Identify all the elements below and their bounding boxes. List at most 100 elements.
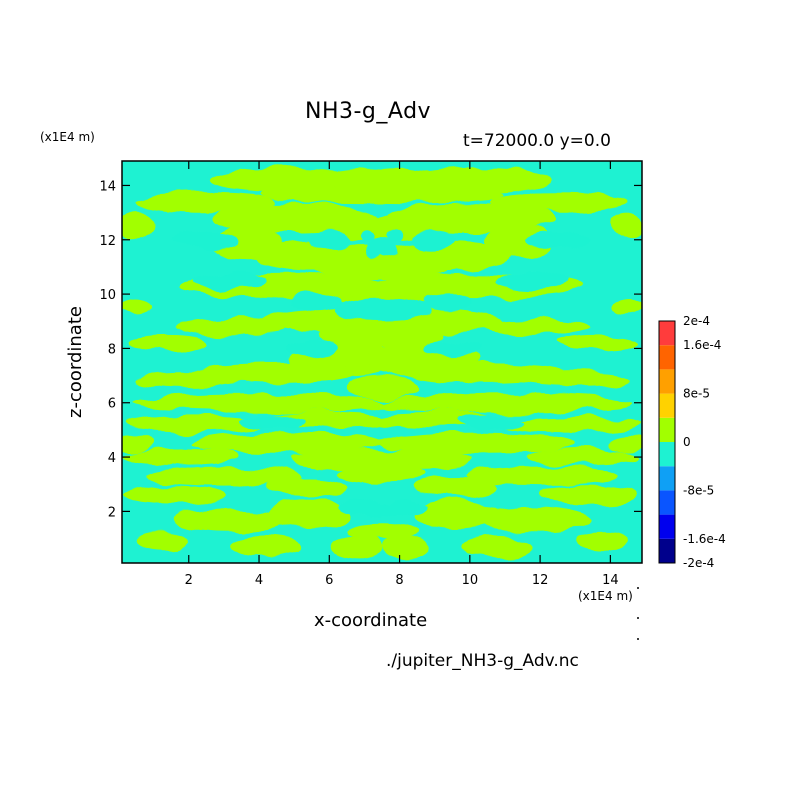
x-tick-label: 4 xyxy=(255,573,263,588)
positive-region xyxy=(526,448,639,466)
positive-region xyxy=(329,216,442,242)
positive-region xyxy=(462,535,534,558)
positive-region xyxy=(578,531,628,551)
source-filename: ./jupiter_NH3-g_Adv.nc xyxy=(386,651,579,671)
negative-region xyxy=(283,340,340,357)
positive-region xyxy=(266,477,351,497)
positive-region xyxy=(122,435,154,452)
positive-region xyxy=(230,535,302,558)
positive-region xyxy=(318,322,446,348)
x-tick-label: 6 xyxy=(325,573,333,588)
colorbar-band xyxy=(659,369,675,394)
positive-region xyxy=(413,477,498,497)
positive-region xyxy=(125,485,224,505)
colorbar-band xyxy=(659,393,675,418)
chart-title: NH3-g_Adv xyxy=(305,99,432,124)
y-tick-label: 8 xyxy=(108,342,116,357)
colorbar-band xyxy=(659,417,675,442)
y-tick-label: 14 xyxy=(99,179,116,194)
y-axis-label: z-coordinate xyxy=(65,306,86,418)
chart-subtitle: t=72000.0 y=0.0 xyxy=(463,131,611,151)
positive-region xyxy=(122,299,154,316)
negative-region xyxy=(290,292,340,312)
y-axis-ticks: 2 4 6 8 10 12 14 xyxy=(99,179,642,520)
y-tick-label: 10 xyxy=(99,288,116,303)
positive-region xyxy=(132,370,245,387)
colorbar-band xyxy=(659,490,675,515)
positive-region xyxy=(519,370,632,387)
positive-region xyxy=(332,534,382,559)
negative-region xyxy=(241,414,305,429)
negative-region xyxy=(195,272,267,289)
colorbar-band xyxy=(659,514,675,539)
negative-region xyxy=(174,231,238,248)
colorbar-tick-label: -8e-5 xyxy=(683,483,714,497)
positive-region xyxy=(610,212,642,240)
negative-region xyxy=(360,503,404,515)
y-tick-label: 4 xyxy=(108,451,116,466)
positive-region xyxy=(188,432,386,455)
negative-region xyxy=(424,292,474,312)
negative-region xyxy=(424,340,481,357)
positive-region xyxy=(346,374,418,399)
y-tick-label: 6 xyxy=(108,397,116,412)
positive-region xyxy=(557,334,635,352)
plot-frame xyxy=(121,160,643,564)
x-axis-ticks: 2 4 6 8 10 12 14 xyxy=(185,161,619,588)
positive-region xyxy=(125,448,238,466)
positive-region xyxy=(497,416,639,433)
positive-region xyxy=(146,466,302,486)
positive-region xyxy=(294,184,505,204)
z-unit-label: (x1E4 m) xyxy=(40,130,95,144)
x-tick-label: 12 xyxy=(532,573,549,588)
colorbar-band xyxy=(659,321,675,346)
positive-region xyxy=(129,334,207,352)
positive-region xyxy=(311,254,453,280)
positive-region xyxy=(610,435,642,452)
contour-field xyxy=(122,161,642,563)
negative-region xyxy=(359,230,377,244)
colorbar-band xyxy=(659,538,675,563)
colorbar-tick-label: 2e-4 xyxy=(683,314,710,328)
positive-region xyxy=(413,499,498,530)
positive-region xyxy=(125,416,267,433)
colorbar-tick-label: -2e-4 xyxy=(683,556,714,570)
y-tick-label: 2 xyxy=(108,505,116,520)
negative-region xyxy=(526,231,590,248)
positive-region xyxy=(346,522,418,539)
colorbar-tick-label: -1.6e-4 xyxy=(683,532,726,546)
positive-region xyxy=(174,507,288,532)
x-tick-label: 10 xyxy=(462,573,479,588)
positive-region xyxy=(339,463,425,483)
positive-region xyxy=(322,167,407,187)
corner-dots xyxy=(637,587,639,640)
positive-region xyxy=(610,299,642,316)
negative-region xyxy=(413,230,456,250)
positive-region xyxy=(378,393,632,413)
colorbar-band xyxy=(659,466,675,491)
negative-region xyxy=(308,230,351,250)
colorbar-band xyxy=(659,442,675,467)
positive-region xyxy=(462,466,618,486)
colorbar-frame xyxy=(658,320,676,564)
colorbar-band xyxy=(659,345,675,370)
positive-region xyxy=(378,432,576,455)
negative-region xyxy=(497,272,569,289)
colorbar: 2e-4 1.6e-4 8e-5 0 -8e-5 -1.6e-4 -2e-4 xyxy=(658,314,726,570)
positive-region xyxy=(382,534,432,559)
colorbar-tick-label: 8e-5 xyxy=(683,387,710,401)
positive-region xyxy=(136,531,186,551)
positive-region xyxy=(132,393,386,413)
positive-region xyxy=(540,485,639,505)
positive-region xyxy=(122,212,154,240)
positive-region xyxy=(476,507,590,532)
negative-region xyxy=(387,230,405,244)
positive-region xyxy=(476,318,590,335)
x-unit-label: (x1E4 m) xyxy=(578,589,633,603)
positive-region xyxy=(266,499,351,530)
colorbar-tick-label: 1.6e-4 xyxy=(683,338,721,352)
positive-region xyxy=(174,318,288,335)
negative-region xyxy=(332,298,432,323)
x-tick-label: 14 xyxy=(602,573,619,588)
